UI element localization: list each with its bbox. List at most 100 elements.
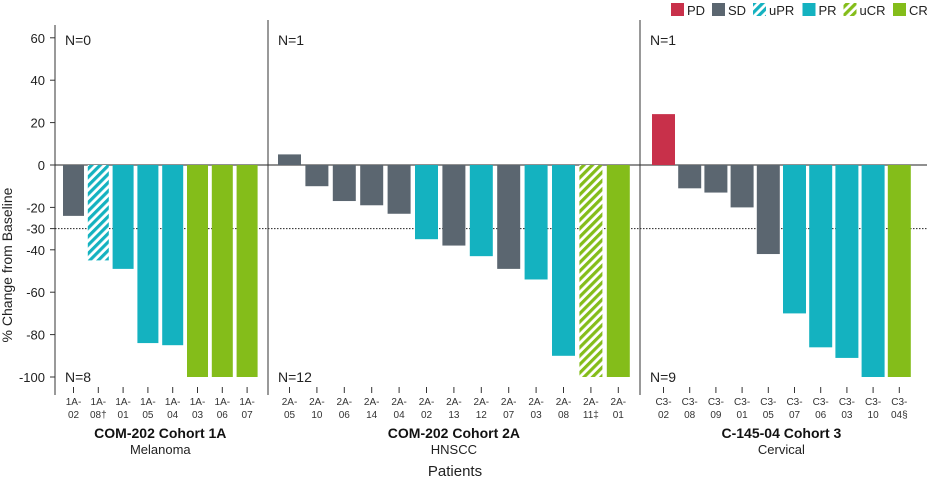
x-tick-label: 03: [841, 410, 853, 421]
x-tick-label: 05: [763, 410, 775, 421]
x-tick-label: 05: [284, 410, 296, 421]
legend-label-uCR: uCR: [860, 3, 886, 18]
legend-swatch-PR: [802, 3, 816, 16]
x-tick-label: 1A-: [239, 397, 255, 408]
bar-C3-01: [730, 165, 754, 208]
bar-1A-08†: [87, 165, 109, 261]
y-tick-label: 20: [31, 116, 45, 131]
legend-label-PD: PD: [687, 3, 705, 18]
x-tick-label: 2A-: [474, 397, 490, 408]
bar-C3-04§: [887, 165, 911, 377]
y-tick-label: 60: [31, 31, 45, 46]
x-tick-label: 01: [737, 410, 749, 421]
bar-C3-05: [756, 165, 780, 255]
x-tick-label: 13: [448, 410, 460, 421]
legend-swatch-PD: [671, 3, 684, 16]
x-tick-label: 2A-: [391, 397, 407, 408]
x-tick-label: 2A-: [419, 397, 435, 408]
cohort-indication: Melanoma: [130, 442, 191, 457]
x-tick-label: C3-: [865, 397, 881, 408]
n-nonresponder-count: N=1: [650, 32, 676, 48]
bar-C3-07: [783, 165, 806, 314]
cohort-name: COM-202 Cohort 2A: [388, 425, 520, 441]
x-tick-label: C3-: [786, 397, 802, 408]
bar-C3-10: [861, 165, 885, 377]
bar-2A-10: [305, 165, 329, 187]
x-tick-label: 1A-: [115, 397, 131, 408]
x-tick-label: 10: [311, 410, 323, 421]
bar-C3-08: [678, 165, 702, 189]
cohort-indication: Cervical: [758, 442, 805, 457]
bar-1A-06: [211, 165, 233, 377]
bar-2A-05: [278, 154, 301, 165]
x-tick-label: 1A-: [66, 397, 82, 408]
y-axis-label: % Change from Baseline: [0, 187, 15, 342]
legend-label-uPR: uPR: [769, 3, 794, 18]
bar-1A-04: [162, 165, 184, 346]
bar-1A-07: [236, 165, 258, 377]
bar-C3-06: [809, 165, 833, 348]
legend-swatch-uPR: [753, 3, 766, 16]
x-tick-label: 01: [613, 410, 625, 421]
x-tick-label: 2A-: [528, 397, 544, 408]
y-tick-label: -20: [26, 200, 45, 215]
n-responder-count: N=12: [278, 369, 312, 385]
x-tick-label: 03: [192, 410, 204, 421]
x-tick-label: 2A-: [364, 397, 380, 408]
bar-2A-01: [606, 165, 630, 377]
x-tick-label: 06: [815, 410, 827, 421]
x-tick-label: 2A-: [282, 397, 298, 408]
bar-2A-03: [524, 165, 548, 280]
cohort-indication: HNSCC: [431, 442, 477, 457]
x-tick-label: C3-: [655, 397, 671, 408]
y-tick-label: -80: [26, 328, 45, 343]
x-tick-label: 02: [658, 410, 670, 421]
bar-2A-02: [415, 165, 438, 240]
x-tick-label: 04: [167, 410, 179, 421]
x-axis-label: Patients: [428, 463, 482, 480]
legend-label-PR: PR: [819, 3, 837, 18]
x-tick-label: 08†: [90, 410, 107, 421]
x-tick-label: 2A-: [501, 397, 517, 408]
x-tick-label: 04§: [891, 410, 908, 421]
legend-swatch-CR: [893, 3, 906, 16]
y-tick-label: 40: [31, 73, 45, 88]
x-tick-label: C3-: [760, 397, 776, 408]
bar-2A-11‡: [579, 165, 603, 377]
bar-2A-04: [387, 165, 411, 214]
y-tick-label: -60: [26, 285, 45, 300]
x-tick-label: 11‡: [583, 410, 599, 421]
x-tick-label: 1A-: [165, 397, 181, 408]
x-tick-label: 08: [558, 410, 570, 421]
legend-swatch-uCR: [843, 3, 857, 16]
x-tick-label: C3-: [813, 397, 829, 408]
x-tick-label: 07: [789, 410, 801, 421]
y-tick-label: -30: [26, 222, 45, 237]
bar-C3-09: [704, 165, 728, 193]
x-tick-label: 03: [531, 410, 543, 421]
x-tick-label: 02: [421, 410, 433, 421]
bar-2A-08: [552, 165, 575, 356]
x-tick-label: 02: [68, 410, 80, 421]
x-tick-label: 2A-: [446, 397, 462, 408]
y-tick-label: -100: [19, 370, 45, 385]
x-tick-label: C3-: [839, 397, 855, 408]
x-tick-label: 14: [366, 410, 378, 421]
x-tick-label: 06: [339, 410, 351, 421]
x-tick-label: 1A-: [140, 397, 156, 408]
bar-2A-06: [332, 165, 356, 202]
x-tick-label: 2A-: [337, 397, 353, 408]
x-tick-label: 04: [394, 410, 406, 421]
x-tick-label: 07: [242, 410, 254, 421]
x-tick-label: 2A-: [309, 397, 325, 408]
x-tick-label: 2A-: [556, 397, 572, 408]
bar-C3-03: [835, 165, 859, 358]
x-tick-label: C3-: [734, 397, 750, 408]
n-nonresponder-count: N=1: [278, 32, 304, 48]
x-tick-label: 10: [868, 410, 880, 421]
x-tick-label: C3-: [891, 397, 907, 408]
x-tick-label: 08: [684, 410, 696, 421]
n-responder-count: N=9: [650, 369, 676, 385]
